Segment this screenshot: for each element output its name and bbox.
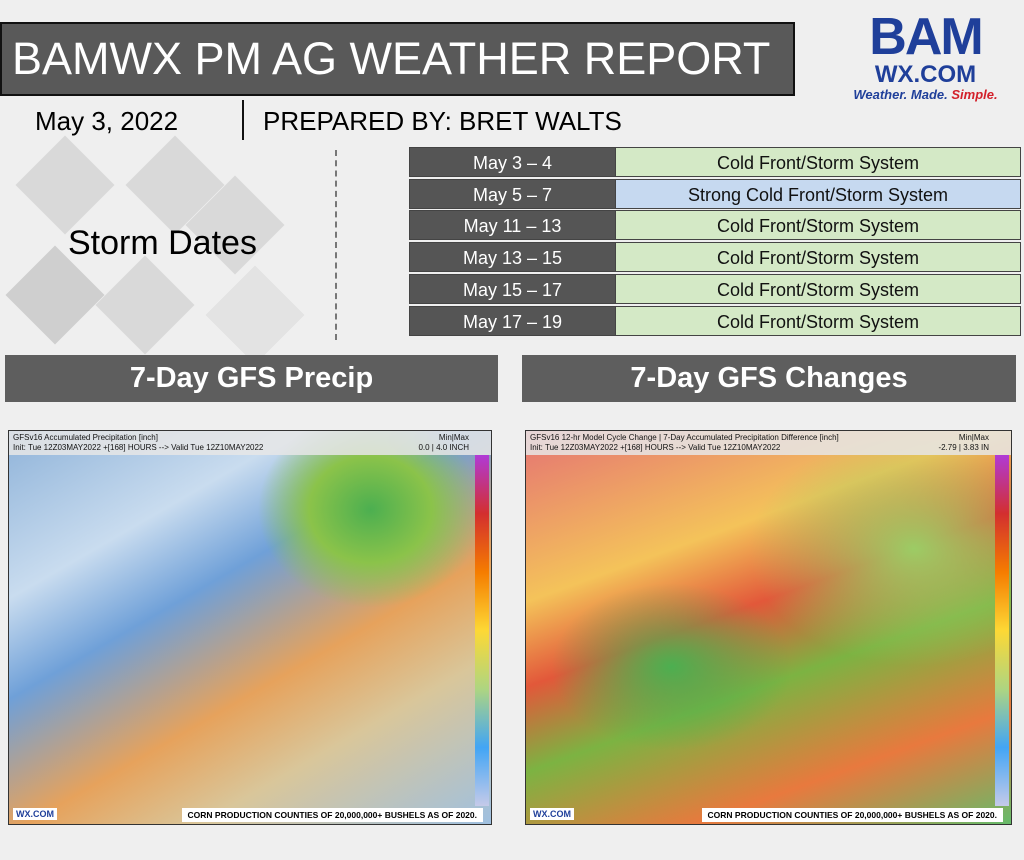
event-cell: Cold Front/Storm System <box>615 147 1021 177</box>
date-cell: May 11 – 13 <box>409 210 616 241</box>
event-cell: Strong Cold Front/Storm System <box>615 178 1021 209</box>
logo-brand: BAM <box>869 8 983 66</box>
map-title: GFSv16 12-hr Model Cycle Change | 7-Day … <box>530 433 839 442</box>
bg-diamond <box>205 265 305 365</box>
map-range-label: Min|Max <box>958 433 989 442</box>
map-header: GFSv16 12-hr Model Cycle Change | 7-Day … <box>526 431 1011 455</box>
map-range: -2.79 | 3.83 IN <box>938 443 989 452</box>
dashed-divider <box>335 150 337 340</box>
event-cell: Cold Front/Storm System <box>615 210 1021 241</box>
panel-title: 7-Day GFS Precip <box>5 355 498 402</box>
logo: BAM WX.COM Weather. Made. Simple. <box>838 10 1013 104</box>
map-logo: WX.COM <box>530 808 574 820</box>
storm-dates-label: Storm Dates <box>68 224 257 262</box>
map-range-label: Min|Max <box>438 433 469 442</box>
date-cell: May 13 – 15 <box>409 242 616 273</box>
table-row: May 13 – 15 Cold Front/Storm System <box>409 242 1021 273</box>
precip-map: GFSv16 Accumulated Precipitation [inch] I… <box>8 430 492 825</box>
map-footer: CORN PRODUCTION COUNTIES OF 20,000,000+ … <box>181 808 483 822</box>
panel-title: 7-Day GFS Changes <box>522 355 1016 402</box>
date-cell: May 3 – 4 <box>409 147 616 177</box>
date-cell: May 5 – 7 <box>409 178 616 209</box>
table-row: May 17 – 19 Cold Front/Storm System <box>409 305 1021 337</box>
report-date: May 3, 2022 <box>35 106 179 136</box>
divider <box>242 100 244 140</box>
map-range: 0.0 | 4.0 INCH <box>418 443 469 452</box>
bg-diamond <box>95 255 195 355</box>
table-row: May 3 – 4 Cold Front/Storm System <box>409 147 1021 178</box>
map-init: Init: Tue 12Z03MAY2022 +[168] HOURS --> … <box>530 443 781 452</box>
logo-tagline: Weather. <box>853 87 908 102</box>
table-row: May 15 – 17 Cold Front/Storm System <box>409 273 1021 305</box>
date-cell: May 15 – 17 <box>409 273 616 304</box>
date-cell: May 17 – 19 <box>409 305 616 336</box>
map-init: Init: Tue 12Z03MAY2022 +[168] HOURS --> … <box>13 443 264 452</box>
color-scale <box>995 455 1009 806</box>
logo-tagline: Made. <box>910 87 948 102</box>
table-row: May 5 – 7 Strong Cold Front/Storm System <box>409 178 1021 210</box>
color-scale <box>475 455 489 806</box>
report-title: BAMWX PM AG WEATHER REPORT <box>0 22 795 96</box>
prepared-by: PREPARED BY: BRET WALTS <box>263 106 622 136</box>
event-cell: Cold Front/Storm System <box>615 305 1021 336</box>
bg-diamond <box>15 135 115 235</box>
logo-site: WX.COM <box>874 61 977 88</box>
map-logo: WX.COM <box>13 808 57 820</box>
event-cell: Cold Front/Storm System <box>615 242 1021 273</box>
map-title: GFSv16 Accumulated Precipitation [inch] <box>13 433 158 442</box>
logo-tagline: Simple. <box>951 87 998 102</box>
table-row: May 11 – 13 Cold Front/Storm System <box>409 210 1021 241</box>
changes-map: GFSv16 12-hr Model Cycle Change | 7-Day … <box>525 430 1012 825</box>
event-cell: Cold Front/Storm System <box>615 273 1021 304</box>
map-header: GFSv16 Accumulated Precipitation [inch] I… <box>9 431 491 455</box>
map-footer: CORN PRODUCTION COUNTIES OF 20,000,000+ … <box>701 808 1003 822</box>
